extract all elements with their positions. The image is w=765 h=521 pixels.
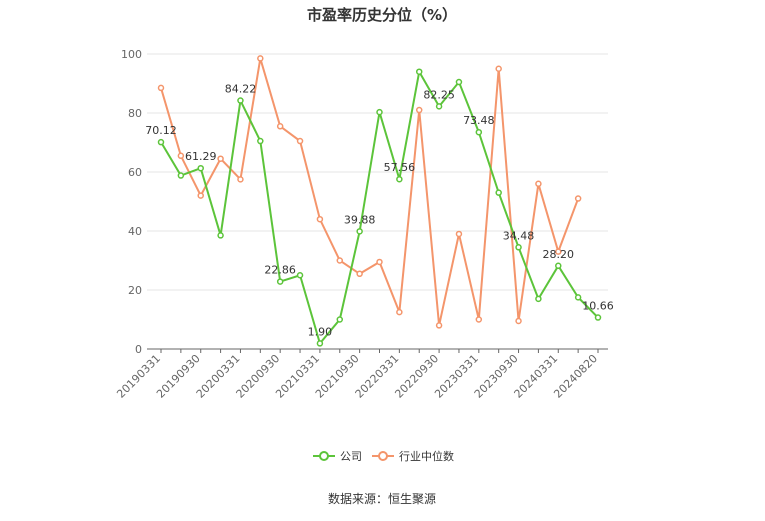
data-point <box>276 278 284 285</box>
legend-item[interactable]: 公司 <box>313 450 362 463</box>
data-point <box>415 68 423 75</box>
data-point <box>455 230 463 238</box>
data-point <box>356 228 363 235</box>
data-point <box>535 295 542 303</box>
data-point <box>257 55 264 62</box>
data-point <box>197 164 204 172</box>
y-tick-label: 60 <box>128 166 142 179</box>
data-point <box>495 65 502 72</box>
data-label: 82.25 <box>423 88 455 101</box>
data-point <box>555 262 562 270</box>
data-point <box>217 232 224 239</box>
data-point <box>296 272 304 279</box>
legend-label: 行业中位数 <box>399 449 454 463</box>
data-point <box>316 215 324 223</box>
data-point <box>396 175 403 183</box>
series <box>157 55 602 347</box>
data-label: 34.48 <box>503 229 535 242</box>
data-point <box>296 137 304 145</box>
data-label: 10.66 <box>582 300 614 313</box>
data-point <box>356 270 363 278</box>
data-point <box>257 137 264 145</box>
data-label: 61.29 <box>185 150 217 163</box>
legend: 公司 行业中位数 <box>313 449 454 463</box>
data-point <box>237 97 244 104</box>
data-labels: 70.12 61.29 84.22 22.86 1.90 39.88 57.56 82.25 7… <box>145 83 614 339</box>
data-point <box>197 192 204 199</box>
data-point <box>415 106 423 114</box>
data-point <box>475 316 483 323</box>
y-tick-label: 0 <box>135 343 142 356</box>
x-tick-label: 20240820 <box>551 352 600 401</box>
data-point <box>555 248 562 255</box>
data-point <box>336 316 344 323</box>
y-tick-label: 40 <box>128 225 142 238</box>
data-point <box>594 314 602 321</box>
legend-marker <box>319 451 329 461</box>
data-point <box>455 78 463 86</box>
data-label: 57.56 <box>384 161 416 174</box>
y-tick-label: 80 <box>128 107 142 120</box>
data-label: 39.88 <box>344 213 376 226</box>
data-label: 84.22 <box>225 83 257 96</box>
data-point <box>276 123 284 130</box>
source-note: 数据来源：恒生聚源 <box>328 491 436 506</box>
data-label: 70.12 <box>145 124 177 137</box>
data-point <box>177 152 185 160</box>
data-point <box>574 195 582 202</box>
data-point <box>376 258 383 266</box>
data-label: 73.48 <box>463 114 495 127</box>
data-point <box>316 340 324 347</box>
data-point <box>217 155 224 162</box>
data-point <box>336 257 344 264</box>
data-point <box>396 308 403 316</box>
data-point <box>435 103 443 110</box>
legend-marker <box>378 451 388 461</box>
data-point <box>237 176 244 183</box>
grid <box>147 53 608 291</box>
data-point <box>435 322 443 329</box>
data-point <box>157 84 165 92</box>
data-point <box>157 138 165 146</box>
data-label: 22.86 <box>264 264 296 277</box>
data-point <box>574 294 582 301</box>
chart-title: 市盈率历史分位（%） <box>307 6 457 24</box>
series-line <box>160 58 580 326</box>
data-point <box>515 317 522 325</box>
data-point <box>177 172 185 179</box>
y-tick-label: 20 <box>128 284 142 297</box>
data-point <box>535 180 542 188</box>
data-point <box>515 244 522 251</box>
legend-item[interactable]: 行业中位数 <box>372 449 454 463</box>
legend-label: 公司 <box>340 450 362 463</box>
data-label: 28.20 <box>543 248 575 261</box>
y-tick-label: 100 <box>121 48 142 61</box>
data-point <box>495 189 502 196</box>
data-label: 1.90 <box>308 325 333 338</box>
data-point <box>475 128 483 136</box>
data-point <box>376 108 383 116</box>
